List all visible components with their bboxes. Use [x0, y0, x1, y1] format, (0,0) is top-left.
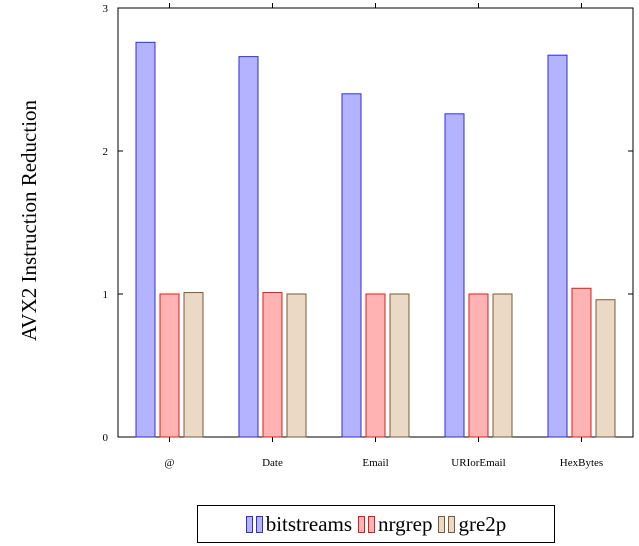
- x-tick-label: Date: [262, 457, 283, 469]
- bar-gre2p: [492, 293, 513, 438]
- bar-bitstreams: [135, 41, 156, 438]
- legend-item-nrgrep: nrgrep: [358, 512, 432, 537]
- x-tick-label: @: [164, 457, 174, 469]
- y-tick-label: 3: [103, 3, 109, 15]
- y-tick-label: 1: [103, 289, 109, 301]
- legend-label-nrgrep: nrgrep: [378, 511, 433, 536]
- legend-swatch-bitstreams: [255, 515, 263, 533]
- legend-swatch-gre2p: [448, 515, 456, 533]
- x-tick-label: URIorEmail: [451, 457, 505, 469]
- x-tick-label: HexBytes: [560, 457, 603, 469]
- bar-nrgrep: [468, 293, 489, 438]
- bar-gre2p: [286, 293, 307, 438]
- bar-nrgrep: [365, 293, 386, 438]
- legend-label-bitstreams: bitstreams: [265, 511, 353, 536]
- legend-item-gre2p: gre2p: [438, 512, 506, 537]
- legend-swatch-nrgrep: [368, 515, 376, 533]
- plot-area: 0 1 2 3 @ Date Email URIorEmail HexBytes: [103, 3, 634, 469]
- bar-bitstreams: [341, 93, 362, 438]
- bar-bitstreams: [238, 56, 259, 438]
- bar-nrgrep: [262, 292, 283, 438]
- bar-nrgrep: [571, 287, 592, 438]
- legend: bitstreams nrgrep gre2p: [197, 505, 555, 543]
- bar-gre2p: [389, 293, 410, 438]
- bar-bitstreams: [444, 113, 465, 438]
- bar-gre2p: [183, 292, 204, 438]
- y-axis-label-text: AVX2 Instruction Reduction: [17, 99, 42, 341]
- legend-swatch-bitstreams: [245, 515, 253, 533]
- y-axis-label: AVX2 Instruction Reduction: [0, 0, 60, 440]
- x-tick-label: Email: [362, 457, 388, 469]
- bar-gre2p: [595, 299, 616, 438]
- y-tick-label: 0: [103, 432, 109, 444]
- bar-nrgrep: [159, 293, 180, 438]
- legend-swatch-gre2p: [438, 515, 446, 533]
- bar-bitstreams: [547, 54, 568, 438]
- legend-swatch-nrgrep: [358, 515, 366, 533]
- y-tick-label: 2: [103, 146, 109, 158]
- legend-label-gre2p: gre2p: [458, 511, 507, 536]
- legend-item-bitstreams: bitstreams: [245, 511, 353, 537]
